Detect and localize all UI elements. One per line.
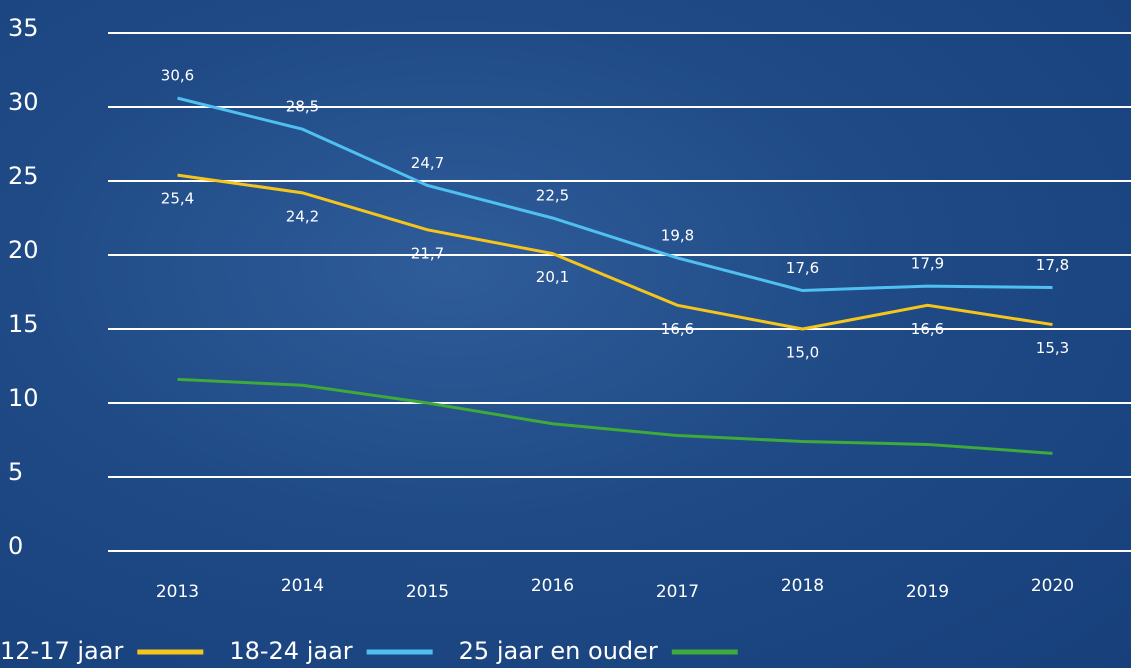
- data-label: 19,8: [661, 226, 694, 244]
- data-label: 24,7: [411, 154, 444, 172]
- y-tick-label: 15: [8, 310, 39, 338]
- data-label: 20,1: [536, 268, 569, 286]
- data-label: 21,7: [411, 244, 444, 262]
- x-tick-label: 2020: [1031, 576, 1074, 596]
- data-label: 17,9: [911, 255, 944, 273]
- y-tick-label: 5: [8, 458, 23, 486]
- data-label: 22,5: [536, 187, 569, 205]
- data-label: 16,6: [911, 320, 944, 338]
- series-line: [177, 377, 1053, 455]
- data-label: 30,6: [161, 67, 194, 85]
- data-label: 17,6: [786, 259, 819, 277]
- data-label: 17,8: [1036, 256, 1069, 274]
- x-tick-label: 2018: [781, 576, 824, 596]
- legend-label: 18-24 jaar: [229, 637, 352, 665]
- y-tick-label: 30: [8, 88, 39, 116]
- y-tick-label: 25: [8, 162, 39, 190]
- y-tick-label: 20: [8, 236, 39, 264]
- series-line: [177, 96, 1053, 293]
- data-label: 15,0: [786, 344, 819, 362]
- data-label: 24,2: [286, 207, 319, 225]
- y-tick-label: 0: [8, 532, 23, 560]
- x-tick-label: 2017: [656, 582, 699, 602]
- x-tick-label: 2013: [156, 582, 199, 602]
- data-label: 16,6: [661, 320, 694, 338]
- data-label: 28,5: [286, 98, 319, 116]
- x-tick-label: 2014: [281, 576, 324, 596]
- series-line: [177, 173, 1053, 331]
- x-tick-label: 2019: [906, 582, 949, 602]
- y-tick-label: 10: [8, 384, 39, 412]
- y-tick-label: 35: [8, 14, 39, 42]
- data-label: 15,3: [1036, 339, 1069, 357]
- x-tick-label: 2015: [406, 582, 449, 602]
- x-tick-label: 2016: [531, 576, 574, 596]
- data-label: 25,4: [161, 190, 194, 208]
- legend-label: 12-17 jaar: [0, 637, 123, 665]
- legend-label: 25 jaar en ouder: [459, 637, 658, 665]
